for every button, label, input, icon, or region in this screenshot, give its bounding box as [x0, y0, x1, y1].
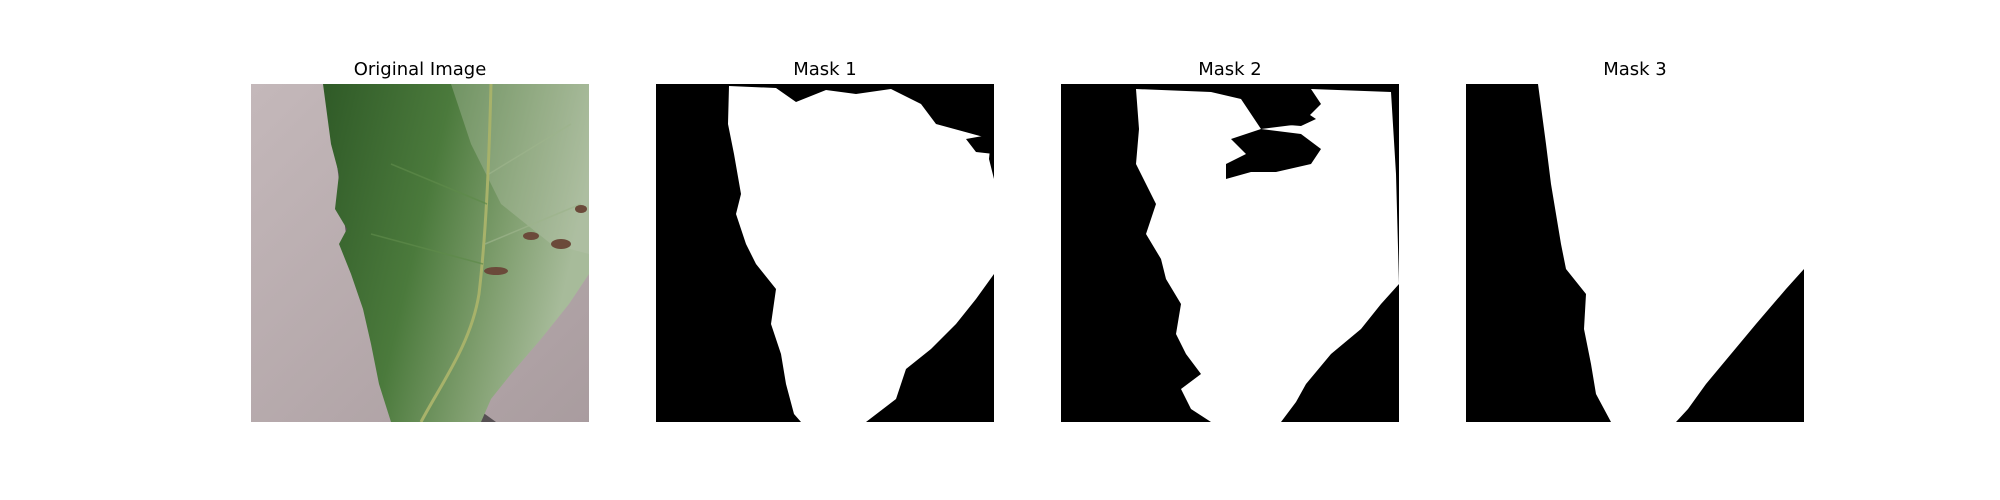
leaf-spot — [523, 232, 539, 240]
leaf-vein — [484, 203, 582, 245]
mask-1-title: Mask 1 — [793, 59, 857, 80]
mask-1-image — [656, 84, 994, 422]
leaf-shape — [323, 84, 589, 422]
mask-1-panel: Mask 1 — [656, 0, 994, 500]
mask-3-image — [1466, 84, 1804, 422]
mask-foreground — [728, 86, 994, 422]
leaf-vein — [390, 163, 488, 205]
original-image-panel: Original Image — [251, 0, 589, 500]
leaf-spot — [484, 267, 508, 275]
leaf-midrib — [419, 84, 493, 422]
leaf-vein — [370, 233, 484, 265]
mask-notch — [966, 134, 994, 154]
original-image-title: Original Image — [353, 59, 487, 80]
mask-foreground — [1538, 84, 1804, 422]
mask-hole — [1226, 129, 1321, 179]
leaf-vein — [488, 123, 572, 175]
leaf-highlight — [451, 84, 589, 254]
leaf-spot — [551, 239, 571, 249]
original-leaf-photo — [251, 84, 589, 422]
mask-hole — [1271, 109, 1316, 126]
mask-2-image — [1061, 84, 1399, 422]
mask-2-panel: Mask 2 — [1061, 0, 1399, 500]
mask-3-panel: Mask 3 — [1466, 0, 1804, 500]
mask-foreground — [1136, 89, 1399, 422]
mask-3-title: Mask 3 — [1603, 59, 1667, 80]
mask-2-title: Mask 2 — [1198, 59, 1262, 80]
leaf-spot — [575, 205, 587, 213]
